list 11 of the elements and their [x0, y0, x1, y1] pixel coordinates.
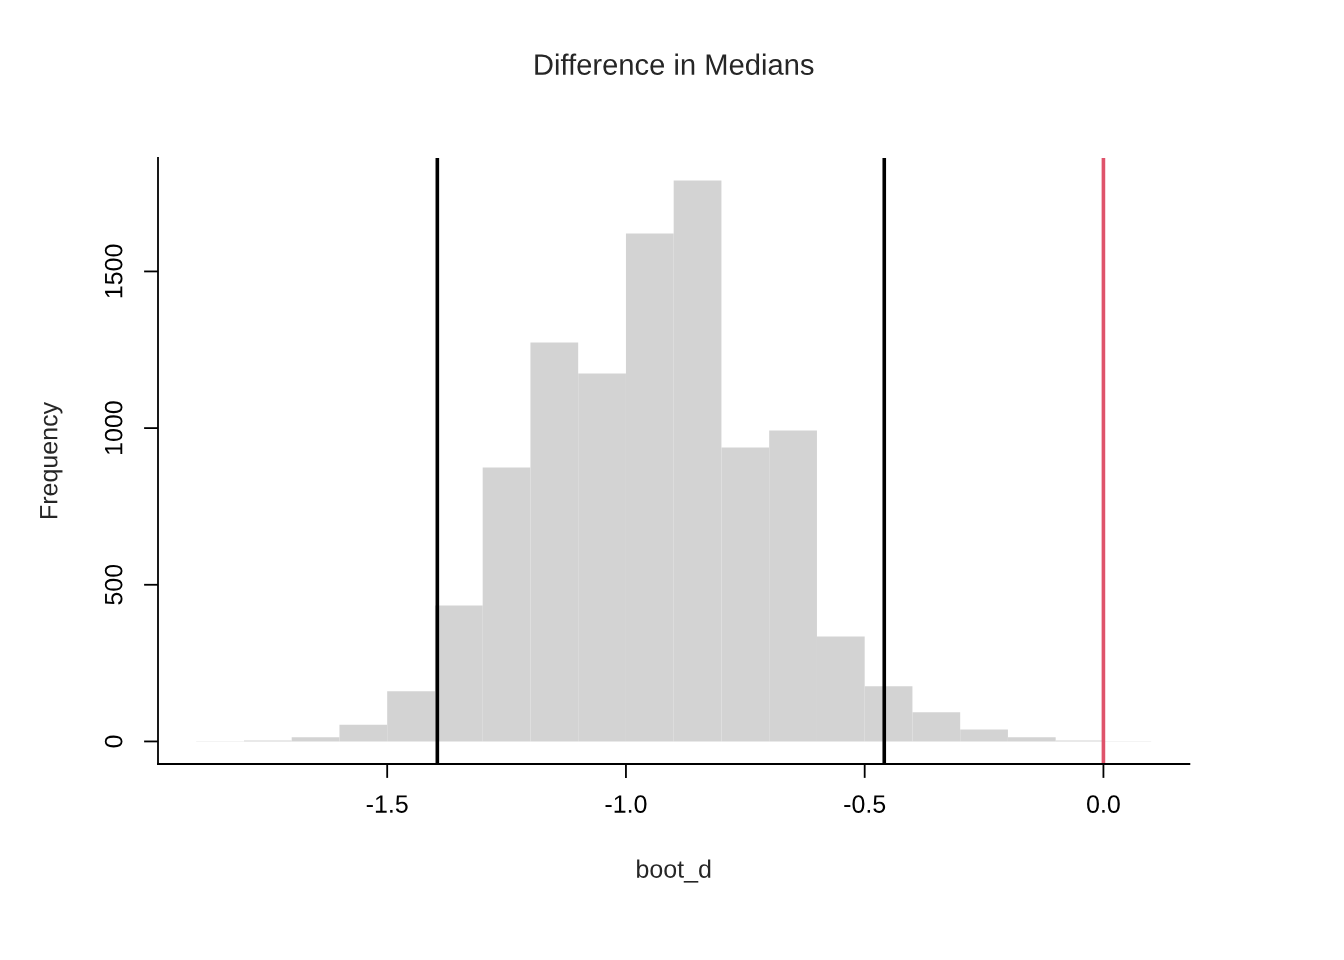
y-tick-label: 1000 — [104, 401, 123, 454]
y-tick-label: 0 — [104, 735, 123, 748]
x-tick-label: -0.5 — [844, 795, 886, 813]
x-tick-label: -1.0 — [605, 795, 647, 813]
x-tick-label: 0.0 — [1087, 795, 1120, 813]
chart-title: Difference in Medians — [535, 53, 814, 75]
y-tick-label: 500 — [104, 564, 123, 605]
x-tick-label: -1.5 — [366, 795, 408, 813]
y-axis-title: Frequency — [40, 401, 63, 518]
x-axis-title: boot_d — [637, 859, 711, 883]
y-tick-label: 1500 — [104, 244, 123, 298]
